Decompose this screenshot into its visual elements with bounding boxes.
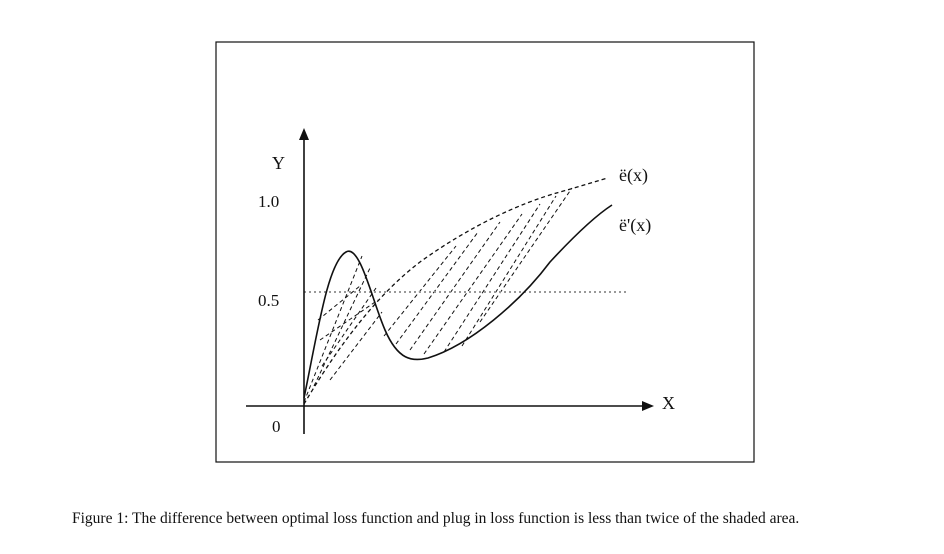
hatch-line — [321, 287, 377, 367]
tick-label-1-0: 1.0 — [258, 192, 279, 211]
hatch-line — [423, 213, 523, 355]
figure-caption: Figure 1: The difference between optimal… — [72, 510, 800, 527]
y-axis-label: Y — [272, 153, 285, 173]
solid-curve-e-prime — [303, 204, 613, 399]
solid-curve-label: ë'(x) — [619, 215, 651, 236]
shaded-area-hatching — [303, 187, 573, 403]
tick-label-origin: 0 — [272, 417, 281, 436]
hatch-line — [303, 255, 363, 403]
hatch-line — [409, 221, 501, 351]
hatch-line — [461, 195, 557, 347]
x-axis-label: X — [662, 393, 675, 413]
dashed-curve-e — [303, 177, 609, 405]
hatch-line — [479, 187, 573, 323]
hatch-line — [317, 285, 361, 321]
hatch-line — [443, 203, 541, 353]
tick-label-0-5: 0.5 — [258, 291, 279, 310]
hatch-line — [313, 267, 371, 387]
figure-border — [215, 41, 755, 463]
hatch-line — [395, 231, 479, 345]
x-axis-arrowhead — [642, 401, 654, 411]
hatch-line — [319, 299, 379, 341]
hatch-line — [329, 311, 383, 381]
y-axis-arrowhead — [299, 128, 309, 140]
dashed-curve-label: ë(x) — [619, 165, 648, 186]
